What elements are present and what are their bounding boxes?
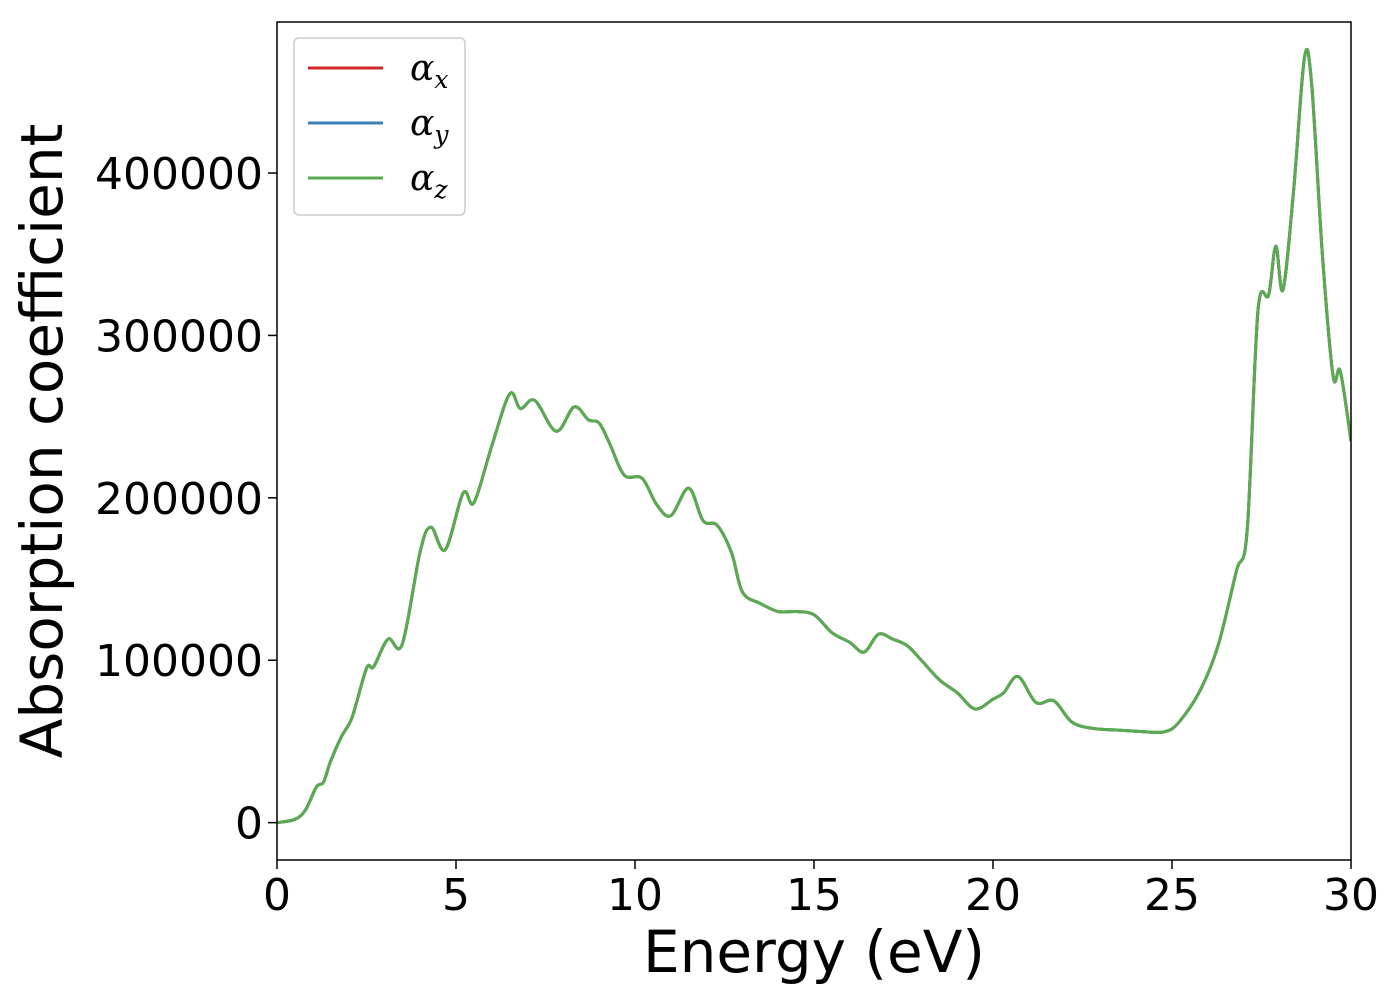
x-tick-label: 10 bbox=[607, 870, 663, 921]
y-tick-label: 200000 bbox=[95, 474, 263, 525]
y-tick-label: 100000 bbox=[95, 636, 263, 687]
legend-box bbox=[293, 37, 466, 216]
x-tick-label: 0 bbox=[263, 870, 291, 921]
y-axis-label: Absorption coefficient bbox=[8, 124, 76, 759]
x-tick-label: 30 bbox=[1323, 870, 1379, 921]
y-axis: 0 100000 200000 300000 400000 bbox=[95, 149, 277, 850]
y-tick-label: 400000 bbox=[95, 149, 263, 200]
y-tick-label: 0 bbox=[235, 799, 263, 850]
x-tick-label: 5 bbox=[442, 870, 470, 921]
series-layer bbox=[277, 48, 1351, 825]
legend-label-alpha-x: αx bbox=[410, 48, 448, 94]
y-tick-label: 300000 bbox=[95, 311, 263, 362]
x-axis: 0 5 10 15 20 25 30 bbox=[263, 860, 1379, 921]
legend: αx αy αz bbox=[293, 37, 466, 216]
x-tick-label: 20 bbox=[965, 870, 1021, 921]
series-line-alpha-z bbox=[277, 48, 1351, 825]
legend-label-alpha-y: αy bbox=[410, 103, 449, 149]
x-axis-label: Energy (eV) bbox=[643, 918, 985, 986]
x-tick-label: 15 bbox=[786, 870, 842, 921]
legend-label-alpha-z: αz bbox=[410, 158, 448, 204]
x-tick-label: 25 bbox=[1144, 870, 1200, 921]
